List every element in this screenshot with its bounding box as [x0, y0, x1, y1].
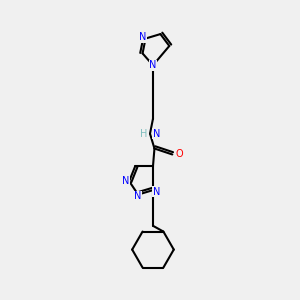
Text: N: N — [140, 32, 147, 42]
Text: O: O — [176, 149, 184, 160]
Text: N: N — [122, 176, 129, 186]
Text: N: N — [134, 191, 142, 201]
Text: N: N — [149, 60, 157, 70]
Text: N: N — [153, 187, 160, 196]
Text: H: H — [140, 129, 147, 139]
Text: N: N — [153, 129, 160, 139]
